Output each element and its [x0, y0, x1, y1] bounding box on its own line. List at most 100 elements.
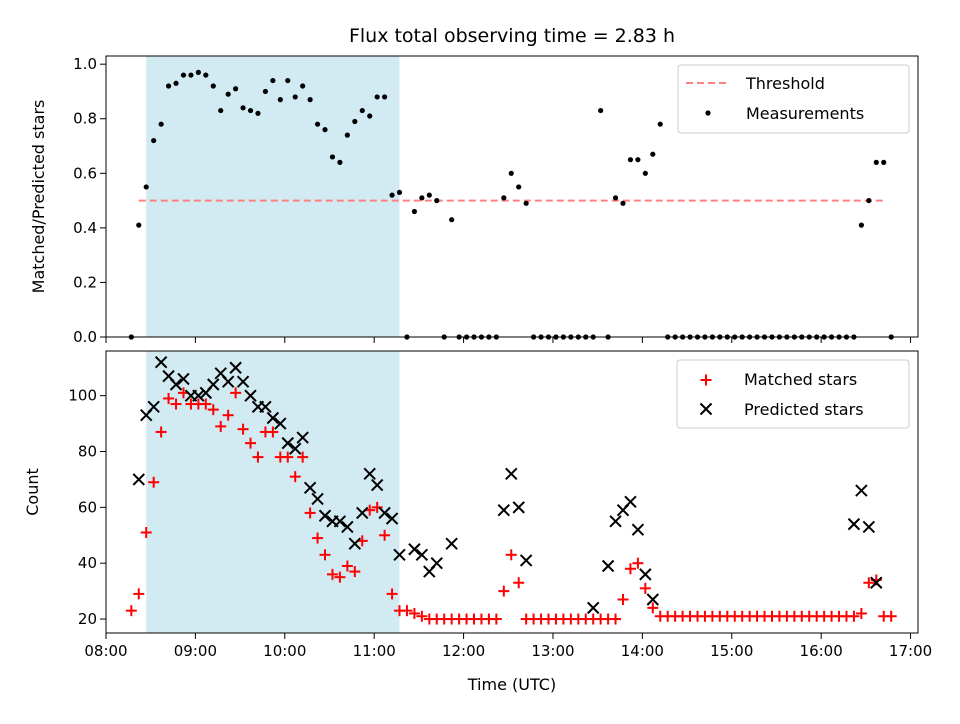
matched-stars-point: [401, 605, 413, 617]
measurement-point: [188, 72, 194, 78]
measurement-point: [650, 151, 656, 157]
bottom-legend-box: [676, 359, 910, 429]
predicted-stars-point: [847, 517, 861, 531]
y-tick-label: 1.0: [73, 55, 97, 73]
measurement-point: [277, 97, 283, 103]
measurement-point: [367, 113, 373, 119]
measurement-point: [501, 195, 507, 201]
predicted-stars-point: [169, 378, 183, 391]
predicted-stars-point: [147, 400, 160, 414]
matched-stars-point: [885, 610, 897, 622]
predicted-stars-point: [333, 515, 347, 528]
matched-stars-point: [133, 588, 145, 600]
measurement-point: [136, 222, 142, 228]
measurement-point: [329, 154, 336, 160]
matched-stars-point: [155, 426, 167, 438]
legend-measurements-label: Measurements: [746, 104, 864, 123]
measurement-point: [247, 107, 254, 114]
y-tick-label: 0.2: [73, 273, 97, 291]
predicted-stars-point: [855, 484, 868, 497]
measurement-point: [508, 170, 514, 176]
top-legend: Threshold Measurements: [677, 64, 910, 134]
y-tick-label: 0.0: [73, 328, 97, 346]
matched-stars-point: [505, 549, 517, 561]
measurement-point: [620, 200, 626, 206]
matched-stars-point: [848, 610, 860, 622]
predicted-stars-point: [303, 481, 317, 495]
x-axis-label: Time (UTC): [467, 675, 556, 694]
predicted-stars-point: [370, 478, 384, 492]
matched-stars-point: [647, 602, 659, 614]
matched-stars-point: [200, 398, 212, 410]
predicted-stars-point: [207, 378, 220, 391]
predicted-stars-point: [385, 512, 399, 525]
matched-stars-point: [282, 451, 294, 463]
matched-stars-point: [252, 451, 264, 463]
top-axes-frame: [105, 55, 919, 338]
bottom-y-axis-label: Count: [23, 468, 42, 516]
predicted-stars-point: [192, 389, 205, 402]
predicted-stars-point: [512, 501, 525, 514]
x-tick-label: 08:00: [84, 642, 127, 660]
matched-stars-point: [513, 577, 525, 589]
predicted-stars-point: [408, 543, 421, 556]
legend-predicted-swatch: [699, 402, 713, 416]
measurement-point: [307, 97, 313, 103]
predicted-stars-point: [378, 506, 391, 520]
matched-stars-point: [148, 476, 160, 488]
measurement-point: [866, 197, 872, 204]
measurement-point: [314, 121, 321, 127]
measurement-point: [873, 159, 879, 165]
legend-matched-label: Matched stars: [744, 370, 857, 389]
measurement-point: [233, 86, 239, 92]
predicted-stars-point: [639, 568, 652, 581]
x-tick-label: 17:00: [889, 642, 932, 660]
measurement-point: [225, 91, 231, 97]
predicted-stars-point: [311, 492, 324, 506]
predicted-stars-point: [289, 442, 302, 455]
legend-predicted-label: Predicted stars: [744, 400, 864, 419]
predicted-stars-point: [497, 503, 511, 517]
matched-stars-point: [408, 607, 420, 619]
top-legend-box: [677, 64, 910, 134]
predicted-stars-point: [445, 537, 458, 550]
measurement-point: [419, 195, 425, 201]
measurement-point: [612, 195, 619, 201]
x-tick-label: 12:00: [442, 642, 485, 660]
predicted-stars-point: [266, 411, 280, 425]
matched-stars-point: [386, 588, 398, 600]
bottom-axes-frame: [105, 350, 919, 634]
predicted-stars-point: [229, 361, 242, 374]
predicted-stars-point: [430, 556, 443, 570]
matched-stars-point: [312, 532, 324, 544]
matched-stars-point: [349, 566, 361, 578]
measurement-point: [165, 83, 172, 89]
x-tick-label: 10:00: [263, 642, 306, 660]
measurement-point: [203, 72, 209, 78]
matched-stars-point: [490, 613, 502, 625]
measurement-point: [657, 121, 663, 127]
matched-stars-point: [639, 582, 651, 594]
predicted-stars-point: [363, 467, 376, 481]
predicted-stars-point: [318, 509, 332, 522]
top-y-axis-label: Matched/Predicted stars: [29, 100, 48, 294]
predicted-stars-point: [236, 375, 250, 388]
measurement-point: [359, 107, 365, 114]
measurement-point: [411, 208, 418, 215]
legend-matched-swatch: [700, 374, 712, 386]
x-tick-label: 09:00: [174, 642, 217, 660]
measurement-point: [858, 222, 864, 228]
matched-stars-point: [855, 607, 867, 619]
predicted-stars-point: [631, 523, 645, 536]
predicted-stars-point: [259, 400, 272, 414]
matched-stars-point: [297, 451, 309, 463]
measurement-point: [180, 72, 187, 78]
predicted-stars-point: [601, 559, 615, 573]
matched-stars-point: [237, 423, 249, 435]
matched-stars-point: [326, 568, 338, 580]
measurement-point: [389, 192, 395, 198]
measurement-point: [344, 132, 350, 138]
matched-stars-point: [215, 420, 227, 432]
measurement-point: [598, 107, 604, 114]
